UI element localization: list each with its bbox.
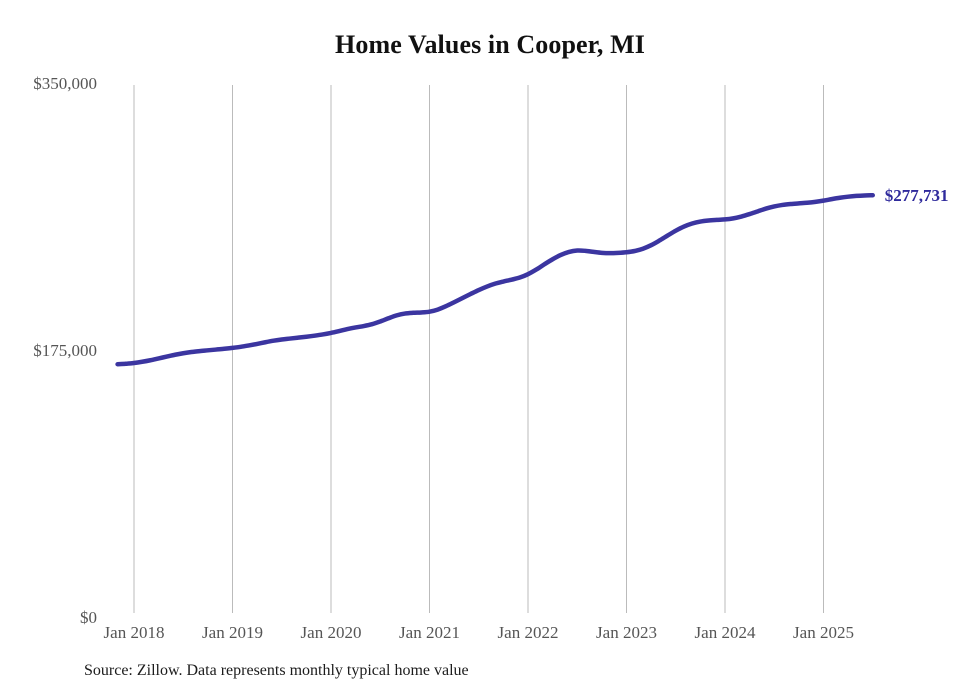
x-tick-label: Jan 2021 (399, 623, 460, 642)
y-tick-label: $175,000 (33, 341, 97, 360)
y-tick-label: $0 (80, 608, 97, 627)
y-tick-label: $350,000 (33, 74, 97, 93)
home-value-line (115, 193, 875, 367)
x-tick-label: Jan 2022 (497, 623, 559, 642)
chart-title: Home Values in Cooper, MI (335, 30, 645, 59)
x-tick-label: Jan 2020 (300, 623, 362, 642)
x-tick-label: Jan 2019 (202, 623, 263, 642)
source-note: Source: Zillow. Data represents monthly … (84, 662, 469, 679)
x-tick-label: Jan 2024 (694, 623, 756, 642)
end-value-label: $277,731 (884, 186, 949, 206)
x-tick-label: Jan 2025 (793, 623, 854, 642)
x-tick-label: Jan 2018 (103, 623, 165, 642)
x-tick-label: Jan 2023 (596, 623, 657, 642)
